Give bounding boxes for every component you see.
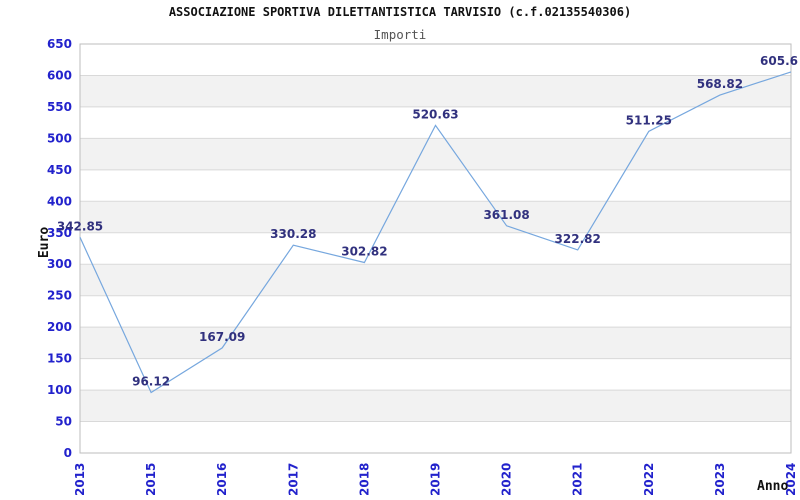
y-tick-label: 100: [47, 383, 72, 397]
x-tick-label: 2024: [784, 463, 798, 496]
y-tick-label: 450: [47, 163, 72, 177]
y-tick-label: 550: [47, 100, 72, 114]
y-tick-label: 350: [47, 226, 72, 240]
data-label: 330.28: [270, 227, 316, 241]
x-tick-label: 2021: [571, 463, 585, 496]
data-label: 342.85: [57, 219, 103, 233]
x-tick-label: 2013: [73, 463, 87, 496]
plot-band: [80, 75, 791, 107]
plot-border: [79, 43, 792, 454]
plot-band: [80, 201, 791, 233]
x-tick-label: 2017: [286, 463, 300, 496]
y-tick-label: 650: [47, 37, 72, 51]
x-tick-label: 2023: [713, 463, 727, 496]
x-tick-label: 2018: [357, 463, 371, 496]
x-tick-labels: 2013 2015 2016 2017 2018 2019 2020 2021 2022 2023…: [73, 463, 798, 496]
y-tick-label: 250: [47, 289, 72, 303]
data-label: 96.12: [132, 375, 170, 389]
y-tick-label: 200: [47, 320, 72, 334]
y-tick-label: 0: [64, 446, 72, 460]
y-tick-label: 50: [55, 415, 72, 429]
y-axis-label: Euro: [37, 226, 53, 259]
chart-title: ASSOCIAZIONE SPORTIVA DILETTANTISTICA TA…: [168, 5, 632, 19]
chart-subtitle: Importi: [373, 27, 427, 42]
x-tick-label: 2022: [642, 463, 656, 496]
x-tick-label: 2016: [215, 463, 229, 496]
data-label: 568.82: [697, 77, 743, 91]
y-tick-labels: 0 50 100 150 200 250 300 350 400 450 500 550 600 650: [47, 37, 72, 460]
data-label: 302.82: [341, 245, 387, 259]
x-tick-label: 2020: [500, 463, 514, 496]
y-tick-label: 400: [47, 194, 72, 208]
x-axis-label: Anno: [757, 479, 789, 494]
data-label: 605.6: [760, 54, 798, 68]
data-label: 511.25: [626, 113, 672, 127]
plot-band: [80, 264, 791, 296]
y-tick-label: 500: [47, 131, 72, 145]
plot-band: [80, 390, 791, 422]
y-tick-label: 600: [47, 68, 72, 82]
series-line: [79, 71, 792, 394]
data-label: 361.08: [483, 208, 529, 222]
y-tick-label: 300: [47, 257, 72, 271]
y-tick-label: 150: [47, 352, 72, 366]
plot-band: [80, 327, 791, 359]
x-tick-label: 2019: [429, 463, 443, 496]
data-labels: 342.85 96.12 167.09 330.28 302.82 520.63 361.0…: [57, 54, 798, 389]
data-label: 167.09: [199, 330, 245, 344]
plot-band: [80, 138, 791, 170]
data-label: 520.63: [412, 107, 458, 121]
data-label: 322.82: [555, 232, 601, 246]
plot-bands: [80, 75, 791, 422]
x-tick-label: 2015: [144, 463, 158, 496]
